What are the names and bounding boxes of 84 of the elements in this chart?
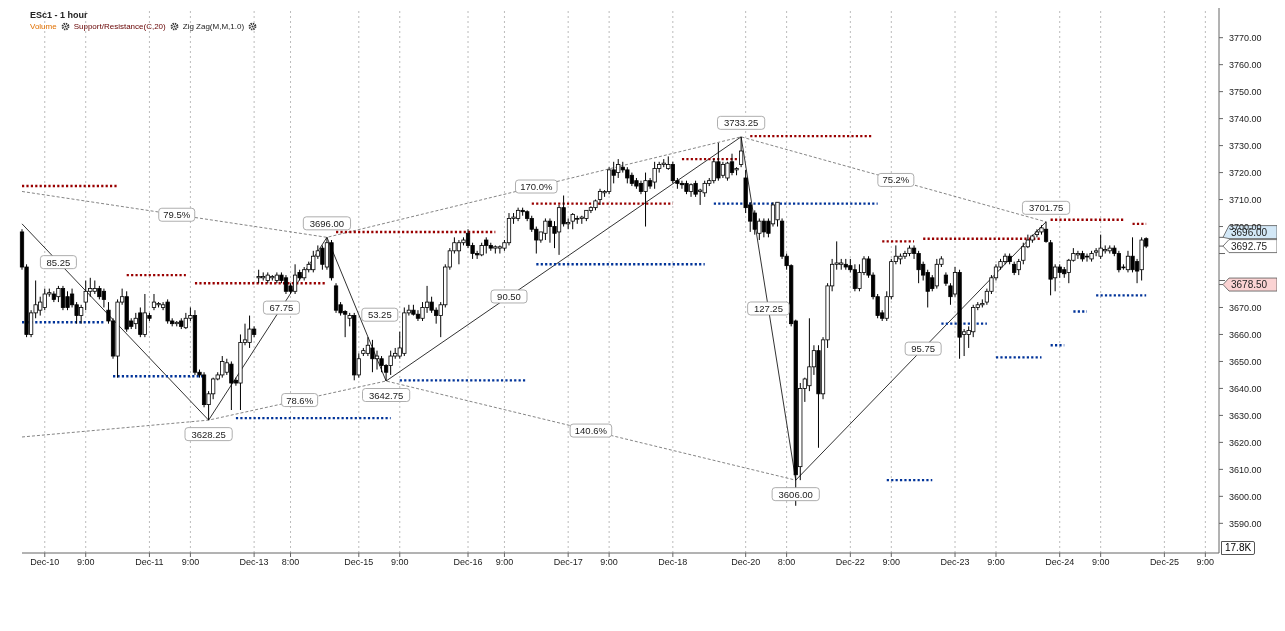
x-tick-label: 9:00 bbox=[987, 557, 1005, 568]
y-tick-label: 3620.00 bbox=[1229, 437, 1262, 448]
candlestick bbox=[415, 309, 421, 322]
y-tick-label: 3640.00 bbox=[1229, 383, 1262, 394]
y-tick-label: 3750.00 bbox=[1229, 87, 1262, 98]
y-tick-label: 3692.75 bbox=[1231, 240, 1268, 252]
annotation: 3701.75 bbox=[1028, 202, 1064, 214]
x-tick-label: Dec-13 bbox=[239, 557, 269, 568]
y-tick-label: 3730.00 bbox=[1229, 141, 1262, 152]
x-tick-label: 8:00 bbox=[777, 557, 796, 568]
y-tick-label: 3650.00 bbox=[1229, 356, 1262, 367]
chart-title: ESc1 - 1 hour bbox=[30, 10, 89, 21]
candlestick bbox=[456, 239, 462, 265]
x-tick-label: Dec-20 bbox=[731, 557, 761, 568]
candlestick bbox=[643, 172, 648, 228]
x-tick-label: Dec-11 bbox=[135, 557, 164, 568]
candlestick bbox=[65, 290, 70, 311]
annotation: 90.50 bbox=[497, 290, 521, 302]
x-tick-label: 9:00 bbox=[76, 557, 95, 568]
y-tick-label: 3670.00 bbox=[1229, 302, 1262, 313]
annotation: 67.75 bbox=[269, 302, 294, 314]
candlestick bbox=[151, 293, 157, 311]
annotation: 3606.00 bbox=[778, 488, 813, 500]
annotation: 53.25 bbox=[367, 309, 392, 321]
annotation: 85.25 bbox=[46, 256, 71, 268]
annotation: Zig Zag(M,M,1.0) bbox=[182, 21, 245, 32]
annotation: 3642.75 bbox=[368, 389, 404, 401]
candlestick bbox=[547, 217, 553, 244]
x-tick-label: Dec-24 bbox=[1045, 557, 1075, 568]
annotation: 3733.25 bbox=[723, 117, 759, 129]
x-tick-label: Dec-16 bbox=[453, 557, 483, 568]
candlestick bbox=[374, 350, 380, 371]
x-tick-label: Dec-22 bbox=[835, 557, 865, 568]
x-tick-label: 9:00 bbox=[181, 557, 200, 568]
y-tick-label: 3600.00 bbox=[1229, 491, 1262, 502]
y-tick-label: 3630.00 bbox=[1229, 410, 1262, 421]
annotation: 3696.00 bbox=[309, 217, 345, 229]
x-tick-label: 9:00 bbox=[882, 557, 901, 568]
y-tick-label: 3678.50 bbox=[1231, 279, 1268, 291]
annotation: Volume bbox=[30, 21, 57, 32]
annotation: 3628.25 bbox=[191, 428, 226, 440]
x-tick-label: Dec-25 bbox=[1149, 557, 1179, 568]
x-tick-label: Dec-18 bbox=[658, 557, 688, 568]
annotation: 78.6% bbox=[286, 394, 314, 406]
y-tick-label: 3610.00 bbox=[1229, 464, 1262, 475]
x-tick-label: Dec-23 bbox=[940, 557, 970, 568]
candlestick bbox=[1034, 228, 1040, 238]
candlestick bbox=[739, 136, 744, 168]
candlestick bbox=[247, 315, 252, 349]
text: 17.8K bbox=[1221, 541, 1256, 555]
x-tick-label: 9:00 bbox=[1196, 557, 1215, 568]
y-tick-label: 3760.00 bbox=[1229, 60, 1262, 71]
annotation: 95.75 bbox=[911, 343, 936, 355]
candlestick bbox=[729, 153, 735, 176]
x-tick-label: 9:00 bbox=[600, 557, 618, 568]
x-tick-label: Dec-17 bbox=[553, 557, 583, 568]
candlestick bbox=[370, 339, 375, 373]
y-tick-label: 3740.00 bbox=[1229, 114, 1262, 125]
x-tick-label: 9:00 bbox=[495, 557, 514, 568]
x-tick-label: 9:00 bbox=[390, 557, 409, 568]
y-tick-label: 3770.00 bbox=[1229, 33, 1262, 44]
candlestick bbox=[101, 288, 107, 308]
y-tick-label: 3590.00 bbox=[1229, 518, 1262, 529]
y-tick-label: 3660.00 bbox=[1229, 329, 1262, 340]
candlestick bbox=[679, 180, 685, 190]
candlestick bbox=[1075, 250, 1081, 260]
candlestick bbox=[60, 285, 66, 311]
x-tick-label: Dec-10 bbox=[30, 557, 60, 568]
candlestick bbox=[1084, 253, 1090, 263]
annotation: 170.0% bbox=[520, 181, 553, 193]
candlestick bbox=[543, 217, 548, 241]
x-tick-label: Dec-15 bbox=[344, 557, 374, 568]
x-tick-label: 8:00 bbox=[281, 557, 300, 568]
candlestick bbox=[902, 250, 908, 260]
annotation: 127.25 bbox=[753, 302, 783, 314]
annotation: 140.6% bbox=[574, 425, 608, 437]
y-tick-label: 3710.00 bbox=[1229, 195, 1262, 206]
annotation: 75.2% bbox=[882, 174, 910, 186]
candlestick bbox=[283, 274, 289, 295]
annotation: Support/Resistance(C,20) bbox=[73, 21, 166, 32]
annotation: 79.5% bbox=[163, 209, 191, 221]
y-tick-label: 3720.00 bbox=[1229, 168, 1262, 179]
x-tick-label: 9:00 bbox=[1091, 557, 1110, 568]
candlestick bbox=[1125, 250, 1131, 273]
